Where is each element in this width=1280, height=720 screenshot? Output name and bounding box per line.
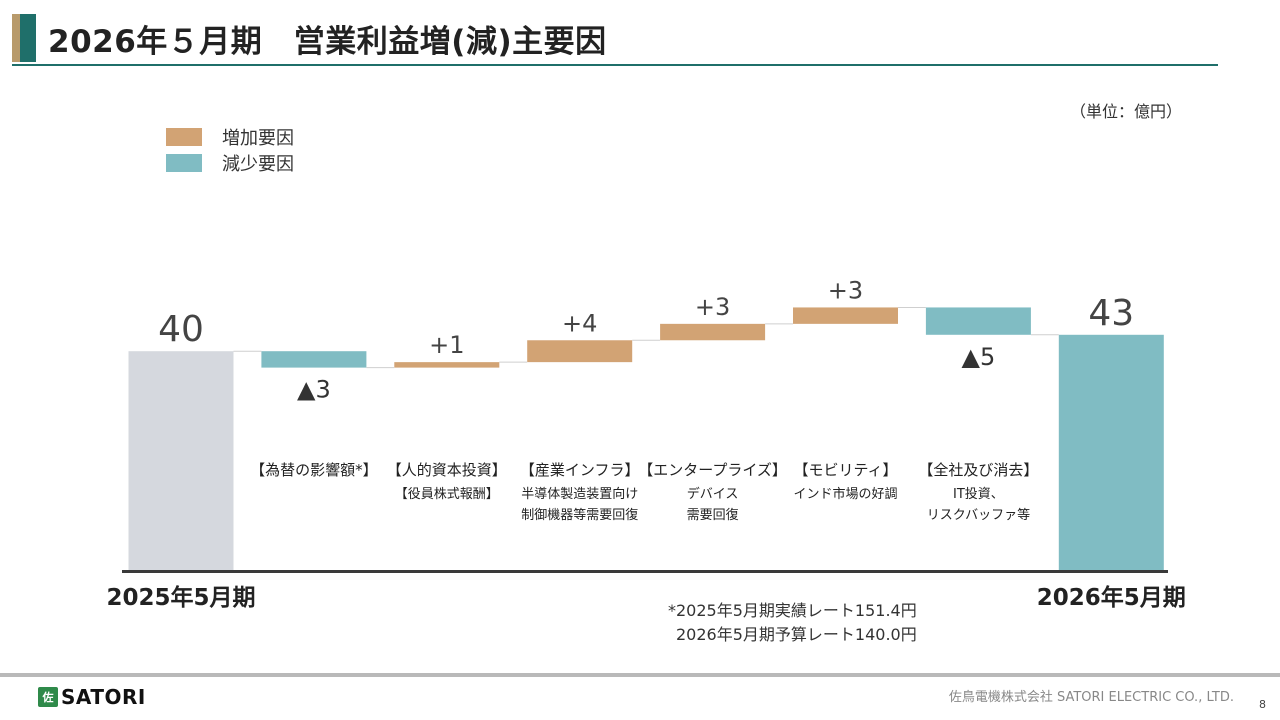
caption-infra-1: 半導体製造装置向け [521,486,638,502]
bar-mobility [793,307,898,324]
bar-human [394,362,500,368]
title-accent-gold [12,14,20,62]
legend-label-decrease: 減少要因 [222,154,294,175]
x-label-end: 2026年5月期 [1037,584,1186,611]
legend-item-increase: 増加要因 [166,124,294,150]
title-bar: 2026年５月期 営業利益増(減)主要因 [12,10,1218,66]
caption-fx-0: 【為替の影響額*】 [250,461,378,479]
footnote-line-0: *2025年5月期実績レート151.4円 [668,601,917,620]
caption-human-0: 【人的資本投資】 [387,461,507,479]
bar-start [128,351,234,570]
bar-end [1058,334,1164,570]
bar-infra [527,340,633,363]
legend-label-increase: 増加要因 [222,128,294,149]
value-label-human: +1 [429,331,464,359]
logo-mark-icon: 佐 [38,687,58,707]
caption-mobility-0: 【モビリティ】 [793,461,897,479]
legend-swatch-increase [166,128,202,146]
value-label-fx: ▲3 [297,376,331,404]
value-label-corporate: ▲5 [962,343,996,371]
x-label-start: 2025年5月期 [106,584,255,611]
value-label-mobility: +3 [828,276,863,304]
logo-text: SATORI [61,685,146,709]
legend-item-decrease: 減少要因 [166,150,294,176]
legend-swatch-decrease [166,154,202,172]
value-label-infra: +4 [562,309,597,337]
caption-infra-2: 制御機器等需要回復 [521,507,638,523]
caption-enterprise-1: デバイス [687,486,739,502]
caption-human-1: 【役員株式報酬】 [395,487,499,502]
unit-label: （単位：億円） [1069,102,1182,121]
company-name: 佐鳥電機株式会社 SATORI ELECTRIC CO., LTD. [948,690,1234,705]
page-number: 8 [1259,698,1266,711]
caption-corporate-0: 【全社及び消去】 [918,461,1038,479]
company-logo: 佐 SATORI [38,685,146,709]
bar-enterprise [660,323,766,341]
title-accent-teal [20,14,36,62]
bar-corporate [925,307,1031,335]
caption-corporate-1: IT投資、 [953,486,1004,502]
footnote-line-1: 2026年5月期予算レート140.0円 [676,625,917,644]
bar-fx [261,351,367,368]
caption-enterprise-0: 【エンタープライズ】 [638,461,787,479]
value-label-end: 43 [1088,293,1134,334]
value-label-enterprise: +3 [695,293,730,321]
caption-infra-0: 【産業インフラ】 [520,461,640,479]
caption-corporate-2: リスクバッファ等 [927,507,1030,523]
legend: 増加要因 減少要因 [166,124,294,176]
value-label-start: 40 [158,309,204,350]
footer-divider [0,673,1280,677]
page-title: 2026年５月期 営業利益増(減)主要因 [48,24,607,60]
caption-enterprise-2: 需要回復 [687,507,739,523]
caption-mobility-1: インド市場の好調 [793,486,897,502]
